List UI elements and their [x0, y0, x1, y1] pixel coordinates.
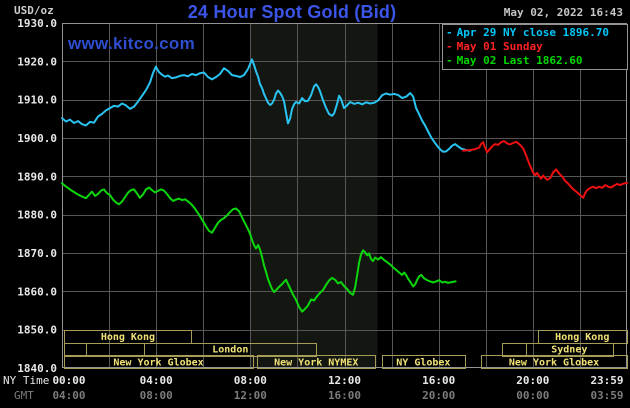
- chart-legend: - Apr 29 NY close 1896.70- May 01 Sunday - M…: [442, 24, 628, 70]
- legend-dash-icon: -: [446, 54, 453, 67]
- x-axis-label-nytime: 16:00: [422, 374, 455, 387]
- legend-label: May 02 Last 1862.60: [456, 54, 583, 67]
- session-box: [257, 355, 376, 369]
- session-label: NY Globex: [396, 357, 450, 368]
- series-line-1: [462, 140, 628, 199]
- x-axis-label-gmt: 16:00: [328, 389, 361, 402]
- session-label: Hong Kong: [555, 332, 609, 343]
- y-axis-label: 1920.0: [17, 55, 57, 68]
- session-box: [144, 343, 317, 357]
- session-label: New York Globex: [113, 357, 203, 368]
- legend-dash-icon: -: [446, 26, 453, 39]
- session-label: London: [212, 345, 248, 356]
- x-axis-label-gmt: 20:00: [422, 389, 455, 402]
- session-box: [526, 343, 614, 357]
- y-axis-label: 1840.0: [17, 362, 57, 375]
- x-axis-label-nytime: 20:00: [516, 374, 549, 387]
- session-label: New York Globex: [509, 357, 599, 368]
- y-axis-label: 1850.0: [17, 324, 57, 337]
- day-session-band: [250, 23, 378, 368]
- legend-label: May 01 Sunday: [456, 40, 543, 53]
- x-axis-label-nytime: 00:00: [52, 374, 85, 387]
- legend-item-apr-29: - Apr 29 NY close 1896.70: [446, 26, 627, 40]
- series-line-0: [61, 58, 472, 153]
- session-label: New York NYMEX: [274, 357, 358, 368]
- y-axis-label: 1870.0: [17, 247, 57, 260]
- x-axis-label-nytime: 08:00: [234, 374, 267, 387]
- session-box: [481, 355, 628, 369]
- x-axis-label-gmt: 04:00: [52, 389, 85, 402]
- x-axis-label-gmt: 12:00: [234, 389, 267, 402]
- x-axis-label-gmt: 08:00: [140, 389, 173, 402]
- series-line-2: [61, 182, 457, 313]
- y-axis-label: 1910.0: [17, 94, 57, 107]
- plot-border: [62, 23, 627, 368]
- kitco-watermark: www.kitco.com: [68, 34, 196, 53]
- x-axis-row-label-gmt: GMT: [14, 389, 34, 402]
- x-axis-label-gmt: 00:00: [516, 389, 549, 402]
- legend-item-may-02: - May 02 Last 1862.60: [446, 54, 627, 68]
- x-axis-label-gmt: 03:59: [590, 389, 623, 402]
- legend-dash-icon: -: [446, 40, 453, 53]
- y-axis-unit-label: USD/oz: [14, 4, 54, 17]
- y-axis-label: 1890.0: [17, 170, 57, 183]
- x-axis-label-nytime: 23:59: [590, 374, 623, 387]
- y-axis-label: 1900.0: [17, 132, 57, 145]
- y-axis-label: 1930.0: [17, 17, 57, 30]
- session-label: Hong Kong: [101, 332, 155, 343]
- session-box: [382, 355, 466, 369]
- session-box: [64, 343, 87, 357]
- session-box: [64, 355, 254, 369]
- legend-item-may-01: - May 01 Sunday: [446, 40, 627, 54]
- x-axis-label-nytime: 12:00: [328, 374, 361, 387]
- y-axis-label: 1880.0: [17, 209, 57, 222]
- y-axis-label: 1860.0: [17, 285, 57, 298]
- legend-label: Apr 29 NY close 1896.70: [456, 26, 609, 39]
- session-box: [502, 343, 527, 357]
- x-axis-row-label-nytime: NY Time: [3, 374, 49, 387]
- chart-datetime: May 02, 2022 16:43: [503, 6, 623, 19]
- session-label: Sydney: [551, 345, 587, 356]
- page-title: 24 Hour Spot Gold (Bid): [187, 2, 397, 22]
- session-box: [86, 343, 145, 357]
- x-axis-label-nytime: 04:00: [140, 374, 173, 387]
